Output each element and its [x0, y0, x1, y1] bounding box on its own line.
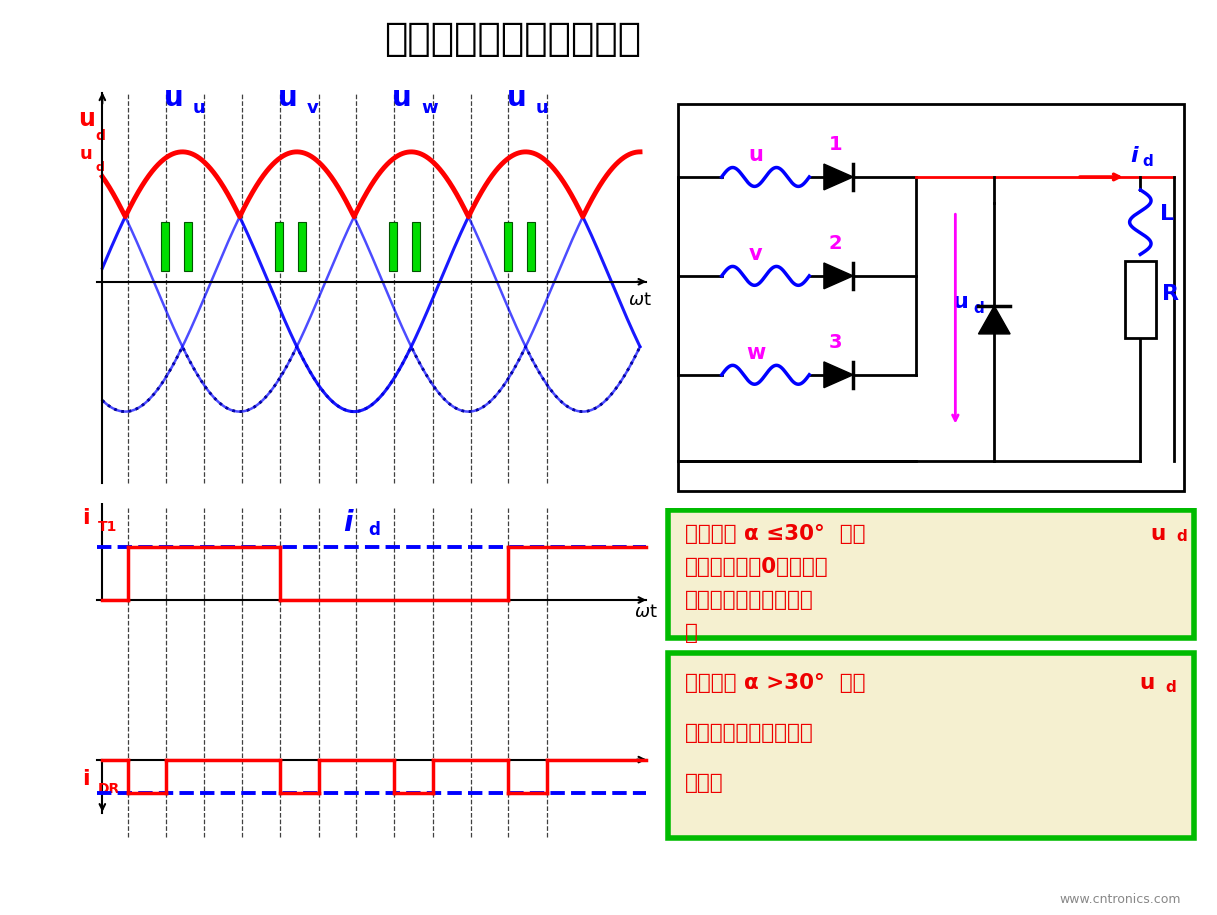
Bar — [184, 222, 191, 272]
Text: 电阻负载 α ≤30°  时，: 电阻负载 α ≤30° 时， — [685, 523, 865, 544]
Polygon shape — [824, 361, 853, 388]
Text: 流作用: 流作用 — [685, 772, 723, 792]
Bar — [298, 222, 305, 272]
Text: u: u — [192, 99, 206, 117]
Text: T1: T1 — [97, 521, 117, 534]
Text: R: R — [1162, 284, 1179, 304]
Text: i: i — [343, 509, 353, 536]
Bar — [504, 222, 512, 272]
Text: L: L — [1160, 204, 1174, 224]
Text: u: u — [1150, 523, 1166, 544]
Text: v: v — [307, 99, 319, 117]
Text: u: u — [952, 292, 969, 312]
Text: www.cntronics.com: www.cntronics.com — [1059, 893, 1180, 906]
Polygon shape — [824, 164, 853, 189]
Text: 2: 2 — [829, 234, 842, 253]
Text: u: u — [1140, 673, 1155, 693]
Text: u: u — [748, 145, 763, 166]
Text: w: w — [746, 343, 765, 363]
Text: v: v — [748, 244, 763, 264]
Text: u: u — [277, 84, 297, 113]
Text: d: d — [95, 129, 106, 144]
Text: DR: DR — [97, 781, 120, 796]
Text: i: i — [83, 769, 90, 789]
Text: d: d — [1143, 155, 1154, 169]
Text: w: w — [421, 99, 438, 117]
Polygon shape — [824, 263, 853, 289]
Text: 3: 3 — [829, 333, 842, 352]
Text: u: u — [506, 84, 526, 113]
Bar — [527, 222, 534, 272]
FancyBboxPatch shape — [668, 653, 1194, 838]
Text: i: i — [83, 508, 90, 528]
Text: u: u — [78, 107, 95, 132]
Text: 电阻负载 α >30°  时，: 电阻负载 α >30° 时， — [685, 673, 865, 693]
Text: d: d — [1177, 529, 1187, 544]
Text: $\omega$t: $\omega$t — [628, 291, 652, 309]
Text: 用: 用 — [685, 623, 697, 643]
Text: u: u — [163, 84, 183, 113]
Text: 极管承受反压而不起作: 极管承受反压而不起作 — [685, 590, 813, 610]
Text: u: u — [392, 84, 411, 113]
Text: 电感性负载加续流二极管: 电感性负载加续流二极管 — [385, 20, 641, 58]
Text: d: d — [974, 301, 985, 316]
FancyBboxPatch shape — [668, 511, 1194, 638]
Text: 连续且均大于0，续流二: 连续且均大于0，续流二 — [685, 557, 829, 577]
Text: 断续，续流二极管起续: 断续，续流二极管起续 — [685, 723, 813, 743]
Text: i: i — [1131, 145, 1138, 166]
Text: d: d — [1166, 681, 1177, 695]
Text: 1: 1 — [829, 135, 842, 155]
Polygon shape — [978, 306, 1010, 334]
Text: d: d — [95, 161, 105, 174]
Bar — [413, 222, 420, 272]
Bar — [161, 222, 169, 272]
Text: u: u — [535, 99, 549, 117]
Bar — [389, 222, 398, 272]
Bar — [1125, 261, 1156, 339]
Bar — [275, 222, 284, 272]
Text: $\omega$t: $\omega$t — [634, 603, 657, 621]
Text: u: u — [80, 145, 92, 164]
Text: d: d — [368, 522, 380, 539]
